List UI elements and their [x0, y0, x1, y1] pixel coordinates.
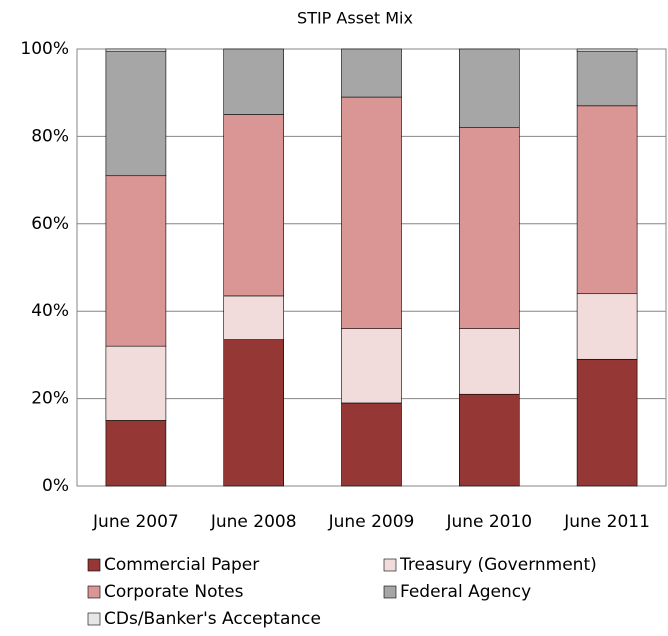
bar-segment — [341, 48, 402, 98]
bar-segment — [576, 358, 638, 487]
bar-segment — [105, 175, 167, 347]
bar-segment — [341, 96, 402, 329]
y-tick-label: 60% — [31, 214, 69, 234]
x-tick-label: June 2008 — [210, 512, 297, 532]
bar-segment — [576, 50, 638, 107]
bar-segment — [223, 114, 284, 297]
legend-swatch — [87, 585, 101, 599]
bar-segment — [458, 328, 520, 395]
legend-swatch — [87, 612, 101, 626]
bar-segment — [105, 420, 167, 487]
legend-label: Commercial Paper — [104, 555, 259, 575]
y-tick-label: 40% — [31, 301, 69, 321]
x-tick-label: June 2007 — [92, 512, 179, 532]
bar-segment — [576, 293, 638, 360]
bar-segment — [223, 295, 284, 340]
chart-title: STIP Asset Mix — [297, 9, 413, 28]
bar-segment — [223, 48, 284, 115]
bar-segment — [458, 48, 520, 128]
bar-segment — [223, 339, 284, 487]
x-tick-label: June 2009 — [328, 512, 415, 532]
bar-segment — [341, 328, 402, 404]
y-tick-label: 100% — [20, 39, 69, 59]
bar-segment — [458, 127, 520, 329]
legend-swatch — [383, 558, 397, 572]
bar-segment — [105, 50, 167, 177]
bar-segment — [105, 48, 167, 52]
bar-segment — [105, 345, 167, 421]
legend-label: Treasury (Government) — [399, 555, 597, 575]
legend-label: Corporate Notes — [104, 582, 244, 602]
bar-segment — [576, 48, 638, 52]
bar-segment — [341, 402, 402, 487]
legend-swatch — [383, 585, 397, 599]
legend-label: Federal Agency — [400, 582, 531, 602]
y-tick-label: 80% — [31, 126, 69, 146]
bar-segment — [576, 105, 638, 295]
bar-segment — [458, 393, 520, 487]
x-tick-label: June 2011 — [563, 512, 650, 532]
x-tick-label: June 2010 — [445, 512, 532, 532]
legend-swatch — [87, 558, 101, 572]
y-tick-label: 0% — [42, 476, 69, 496]
legend-label: CDs/Banker's Acceptance — [104, 609, 321, 629]
y-tick-label: 20% — [31, 389, 69, 409]
